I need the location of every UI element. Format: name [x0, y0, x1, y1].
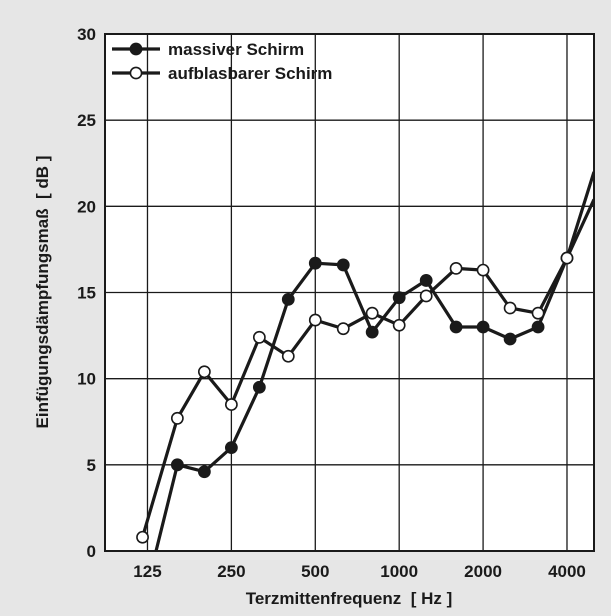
y-tick-label: 20: [77, 197, 96, 216]
x-axis-label: Terzmittenfrequenz [ Hz ]: [246, 589, 453, 608]
x-tick-label: 500: [301, 562, 329, 581]
data-point-series-1: [336, 258, 350, 272]
legend-marker-1: [129, 42, 143, 56]
data-point-series-2: [476, 263, 490, 277]
y-tick-label: 5: [87, 456, 96, 475]
data-point-series-2: [170, 411, 184, 425]
y-tick-label: 30: [77, 25, 96, 44]
y-tick-label: 10: [77, 370, 96, 389]
data-point-series-2: [365, 306, 379, 320]
data-point-series-1: [476, 320, 490, 334]
legend-marker-2: [129, 66, 143, 80]
x-tick-labels: 125 250 500 1000 2000 4000: [133, 562, 586, 581]
legend-label-2: aufblasbarer Schirm: [168, 64, 332, 83]
data-point-series-1: [281, 292, 295, 306]
data-point-series-2: [136, 530, 149, 544]
y-tick-label: 15: [77, 284, 96, 303]
data-point-series-1: [252, 380, 266, 394]
legend-label-1: massiver Schirm: [168, 40, 304, 59]
data-point-series-2: [449, 261, 463, 275]
data-point-series-2: [503, 301, 517, 315]
data-point-series-1: [170, 458, 184, 472]
x-tick-label: 125: [133, 562, 161, 581]
x-tick-label: 1000: [380, 562, 418, 581]
grid: [105, 34, 594, 551]
data-point-series-2: [336, 322, 350, 336]
data-point-series-1: [308, 256, 322, 270]
data-point-series-2: [252, 330, 266, 344]
data-point-series-2: [281, 349, 295, 363]
data-point-series-2: [197, 365, 211, 379]
data-point-series-2: [224, 398, 238, 411]
plot-frame: [104, 33, 595, 552]
y-tick-labels: 0 5 10 15 20 25 30: [77, 25, 96, 561]
data-point-series-1: [365, 325, 379, 339]
data-point-series-1: [419, 274, 433, 287]
data-point-series-2: [308, 313, 322, 327]
legend: massiver Schirm aufblasbarer Schirm: [112, 40, 332, 83]
data-point-series-2: [531, 306, 545, 320]
x-tick-label: 250: [217, 562, 245, 581]
data-point-series-1: [224, 441, 238, 454]
y-tick-label: 0: [87, 542, 96, 561]
data-point-series-2: [560, 251, 574, 265]
data-point-series-2: [419, 289, 433, 303]
data-point-series-1: [197, 465, 211, 479]
x-tick-label: 4000: [548, 562, 586, 581]
data-point-series-1: [503, 332, 517, 346]
data-point-series-1: [392, 291, 406, 305]
series-group: [136, 171, 594, 551]
data-point-series-2: [392, 318, 406, 332]
y-tick-label: 25: [77, 111, 96, 130]
data-point-series-1: [449, 320, 463, 334]
x-tick-label: 2000: [464, 562, 502, 581]
y-axis-label: Einfügungsdämpfungsmaß [ dB ]: [33, 156, 52, 429]
data-point-series-1: [531, 320, 545, 334]
